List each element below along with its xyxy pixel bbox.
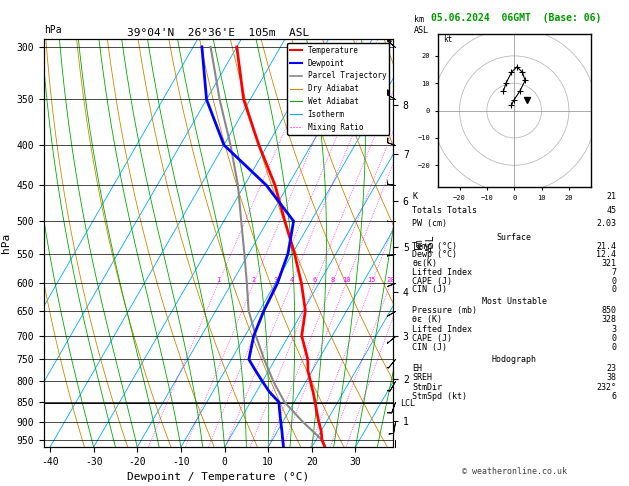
Text: 232°: 232° (596, 382, 616, 392)
Text: 3: 3 (611, 325, 616, 333)
Text: 38: 38 (606, 373, 616, 382)
Text: PW (cm): PW (cm) (412, 220, 447, 228)
Text: Lifted Index: Lifted Index (412, 268, 472, 277)
Text: 21: 21 (606, 192, 616, 201)
Text: Surface: Surface (497, 233, 532, 242)
Text: 23: 23 (606, 364, 616, 373)
Y-axis label: km
ASL: km ASL (415, 234, 436, 252)
Text: Lifted Index: Lifted Index (412, 325, 472, 333)
Text: K: K (412, 192, 417, 201)
Y-axis label: hPa: hPa (1, 233, 11, 253)
Text: 12.4: 12.4 (596, 250, 616, 260)
Text: Totals Totals: Totals Totals (412, 206, 477, 215)
Text: Most Unstable: Most Unstable (482, 296, 547, 306)
Text: CIN (J): CIN (J) (412, 343, 447, 352)
Text: 15: 15 (367, 278, 376, 283)
Text: LCL: LCL (400, 399, 415, 408)
Text: CIN (J): CIN (J) (412, 285, 447, 294)
Text: StmDir: StmDir (412, 382, 442, 392)
Text: Temp (°C): Temp (°C) (412, 242, 457, 251)
Text: Dewp (°C): Dewp (°C) (412, 250, 457, 260)
Text: 0: 0 (611, 277, 616, 285)
Text: © weatheronline.co.uk: © weatheronline.co.uk (462, 467, 567, 476)
Text: hPa: hPa (44, 25, 62, 35)
Text: 10: 10 (342, 278, 350, 283)
Text: 321: 321 (601, 259, 616, 268)
Text: CAPE (J): CAPE (J) (412, 277, 452, 285)
Text: 05.06.2024  06GMT  (Base: 06): 05.06.2024 06GMT (Base: 06) (431, 13, 601, 23)
Text: 7: 7 (611, 268, 616, 277)
Text: 1: 1 (216, 278, 220, 283)
Text: SREH: SREH (412, 373, 432, 382)
X-axis label: Dewpoint / Temperature (°C): Dewpoint / Temperature (°C) (128, 472, 309, 483)
Text: 8: 8 (330, 278, 335, 283)
Text: 2: 2 (252, 278, 256, 283)
Text: 0: 0 (611, 343, 616, 352)
Text: θε(K): θε(K) (412, 259, 437, 268)
Text: 4: 4 (289, 278, 294, 283)
Text: 6: 6 (611, 392, 616, 401)
Text: Hodograph: Hodograph (492, 355, 537, 364)
Title: 39°04'N  26°36'E  105m  ASL: 39°04'N 26°36'E 105m ASL (128, 28, 309, 38)
Text: 20: 20 (386, 278, 395, 283)
Legend: Temperature, Dewpoint, Parcel Trajectory, Dry Adiabat, Wet Adiabat, Isotherm, Mi: Temperature, Dewpoint, Parcel Trajectory… (287, 43, 389, 135)
Text: km
ASL: km ASL (414, 16, 429, 35)
Text: CAPE (J): CAPE (J) (412, 334, 452, 343)
Text: 2.03: 2.03 (596, 220, 616, 228)
Text: 328: 328 (601, 315, 616, 324)
Text: EH: EH (412, 364, 422, 373)
Text: 21.4: 21.4 (596, 242, 616, 251)
Text: StmSpd (kt): StmSpd (kt) (412, 392, 467, 401)
Text: Pressure (mb): Pressure (mb) (412, 306, 477, 315)
Text: 6: 6 (313, 278, 317, 283)
Text: 850: 850 (601, 306, 616, 315)
Text: 0: 0 (611, 334, 616, 343)
Text: 45: 45 (606, 206, 616, 215)
Text: 0: 0 (611, 285, 616, 294)
Text: θε (K): θε (K) (412, 315, 442, 324)
Text: 3: 3 (274, 278, 277, 283)
Text: kt: kt (443, 35, 452, 44)
